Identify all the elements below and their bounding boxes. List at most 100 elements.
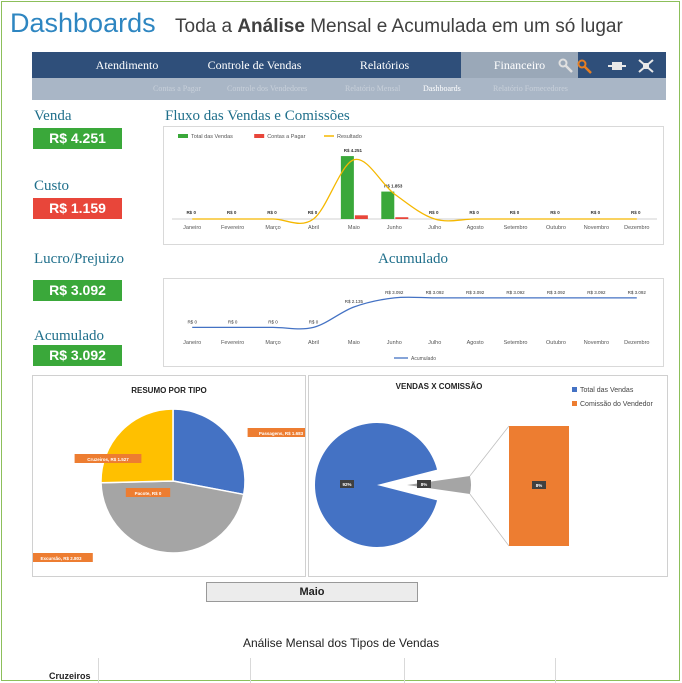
pie-label-box <box>29 553 93 562</box>
pie-label-box <box>247 428 315 437</box>
data-label: R$ 0 <box>510 210 520 215</box>
data-label: R$ 3.092 <box>547 290 566 295</box>
x-tick-label: Dezembro <box>624 340 649 346</box>
connector-line <box>469 425 510 477</box>
plug-icon[interactable] <box>608 58 626 74</box>
data-label: R$ 3.092 <box>628 290 647 295</box>
acumulado-chart: R$ 0 Janeiro R$ 0 Fevereiro R$ 0 Março R$ 0 Abr… <box>163 278 664 367</box>
connector-line <box>469 493 510 547</box>
x-tick-label: Outubro <box>546 225 566 231</box>
legend-marker <box>572 401 577 406</box>
wrench-icon[interactable] <box>558 58 576 74</box>
x-tick-label: Março <box>265 225 280 231</box>
x-tick-label: Fevereiro <box>221 340 244 346</box>
pie-label-box <box>417 480 431 488</box>
subnav-dashboards[interactable]: Dashboards <box>423 84 461 93</box>
legend-label: Total das Vendas <box>191 134 233 140</box>
bar-contas-a-pagar <box>395 217 409 219</box>
venda-value: R$ 4.251 <box>33 128 122 149</box>
subnav-relatorio-fornecedores[interactable]: Relatório Fornecedores <box>493 84 568 93</box>
x-tick-label: Fevereiro <box>221 225 244 231</box>
bar-total-vendas <box>340 156 354 219</box>
data-label: R$ 0 <box>228 319 238 324</box>
pie-label-box <box>125 488 171 497</box>
subnav-contas-a-pagar[interactable]: Contas a Pagar <box>153 84 201 93</box>
x-tick-label: Janeiro <box>183 340 201 346</box>
data-label: R$ 3.092 <box>506 290 525 295</box>
x-tick-label: Abril <box>308 225 319 231</box>
x-tick-label: Setembro <box>504 225 528 231</box>
line-acumulado <box>192 296 637 330</box>
legend-label: Acumulado <box>411 356 436 362</box>
x-tick-label: Julho <box>428 340 441 346</box>
lucro-value: R$ 3.092 <box>33 280 122 301</box>
grid-divider <box>98 658 99 683</box>
custo-label: Custo <box>34 178 70 194</box>
acumulado-value: R$ 3.092 <box>33 345 122 366</box>
data-label: R$ 0 <box>309 319 319 324</box>
grid-divider <box>404 658 405 683</box>
vendas-comissao-panel: VENDAS X COMISSÃO 92% 8% 8% Total das Vendas… <box>308 375 668 577</box>
data-label: R$ 0 <box>308 210 318 215</box>
sub-nav: Contas a Pagar Controle dos Vendedores R… <box>32 78 666 100</box>
legend-marker <box>178 134 188 138</box>
nav-item-relatorios[interactable]: Relatórios <box>359 58 410 72</box>
x-tick-label: Setembro <box>504 340 528 346</box>
x-tick-label: Agosto <box>467 225 484 231</box>
x-tick-label: Junho <box>387 340 402 346</box>
data-label: R$ 0 <box>227 210 237 215</box>
network-icon[interactable] <box>637 58 655 74</box>
custo-value: R$ 1.159 <box>33 198 122 219</box>
data-label: R$ 0 <box>268 319 278 324</box>
pie-label: 8% <box>421 482 428 487</box>
x-tick-label: Abril <box>308 340 319 346</box>
x-tick-label: Dezembro <box>624 225 649 231</box>
pie-label-box <box>532 481 546 489</box>
x-tick-label: Maio <box>348 225 360 231</box>
subnav-controle-dos-vendedores[interactable]: Controle dos Vendedores <box>227 84 308 93</box>
x-tick-label: Março <box>265 340 280 346</box>
nav-item-financeiro[interactable]: Financeiro <box>461 52 578 78</box>
data-label: R$ 0 <box>267 210 277 215</box>
pie-slice <box>172 408 246 496</box>
bar-total-vendas <box>381 191 395 219</box>
pie-label: Passagens, R$ 1.683 <box>259 431 304 436</box>
fluxo-title: Fluxo das Vendas e Comissões <box>165 108 350 124</box>
nav-item-atendimento[interactable]: Atendimento <box>95 58 159 72</box>
main-nav: Atendimento Controle de Vendas Relatório… <box>32 52 666 78</box>
data-label: R$ 0 <box>186 210 196 215</box>
pie-title: RESUMO POR TIPO <box>131 386 207 395</box>
row-label-cruzeiros: Cruzeiros <box>49 671 91 681</box>
pie-label: Excursão, R$ 2.803 <box>40 556 82 561</box>
data-label: R$ 2.135 <box>345 299 364 304</box>
grid-divider <box>250 658 251 683</box>
line-resultado <box>192 159 637 224</box>
resumo-panel: RESUMO POR TIPO Passagens, R$ 1.683 Excurs… <box>29 375 315 577</box>
pie-label: 92% <box>342 482 351 487</box>
subtitle-post: Mensal e Acumulada em um só lugar <box>304 16 623 37</box>
pie-label: Pacote, R$ 0 <box>135 491 162 496</box>
grid-divider <box>555 658 556 683</box>
data-label: R$ 0 <box>631 210 641 215</box>
subnav-relatorio-mensal[interactable]: Relatório Mensal <box>345 84 401 93</box>
pie-label-box <box>74 454 142 463</box>
data-label: R$ 0 <box>469 210 479 215</box>
nav-item-controle-de-vendas[interactable]: Controle de Vendas <box>207 58 302 72</box>
x-tick-label: Julho <box>428 225 441 231</box>
data-label: R$ 0 <box>591 210 601 215</box>
data-label: R$ 0 <box>550 210 560 215</box>
x-tick-label: Maio <box>348 340 360 346</box>
data-label: R$ 4.251 <box>344 148 363 153</box>
acumulado-label: Acumulado <box>34 328 104 344</box>
tools-icon[interactable] <box>576 58 594 74</box>
data-label: R$ 1.853 <box>384 184 403 189</box>
pie-slice <box>315 423 438 547</box>
fluxo-chart: Total das Vendas Contas a Pagar Resultado R… <box>163 126 664 245</box>
bottom-title: Análise Mensal dos Tipos de Vendas <box>242 636 440 650</box>
month-selector[interactable]: Maio <box>206 582 418 602</box>
subtitle-bold: Análise <box>237 16 305 37</box>
pie-label: Cruzeiros, R$ 1.527 <box>87 457 129 462</box>
page-subtitle: Toda a Análise Mensal e Acumulada em um … <box>175 16 623 38</box>
page-title: Dashboards <box>10 8 156 38</box>
